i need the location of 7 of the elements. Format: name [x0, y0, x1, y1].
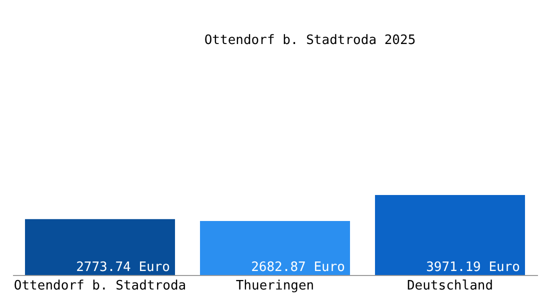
data-label: 3971.19 Euro — [426, 260, 520, 275]
x-tick-label: Ottendorf b. Stadtroda — [14, 278, 186, 294]
data-label: 2773.74 Euro — [76, 260, 170, 275]
x-tick-label: Deutschland — [406, 278, 494, 294]
chart-title: Ottendorf b. Stadtroda 2025 — [204, 33, 416, 48]
data-label: 2682.87 Euro — [251, 260, 345, 275]
x-tick-label: Thueringen — [236, 278, 314, 294]
